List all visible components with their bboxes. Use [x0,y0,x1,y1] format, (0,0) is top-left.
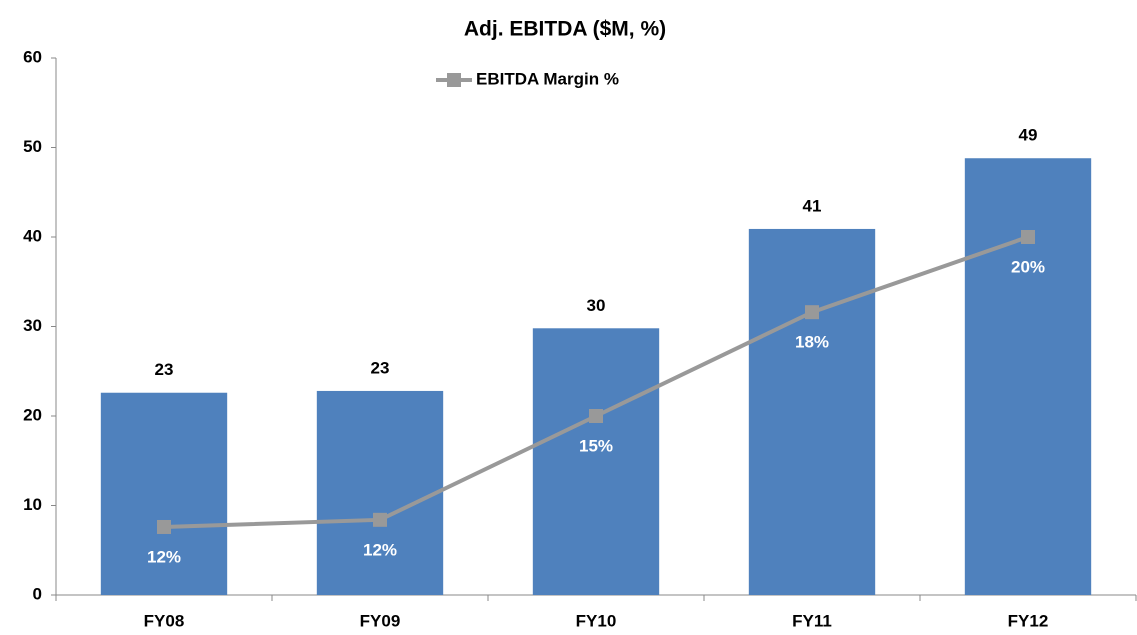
y-tick-label: 50 [23,137,42,156]
bar-value-label: 23 [155,360,174,379]
line-marker [589,409,603,423]
y-tick-label: 60 [23,47,42,66]
line-marker [157,519,171,534]
line-value-label: 12% [147,547,181,566]
x-tick-label: FY08 [144,611,185,630]
x-tick-label: FY09 [360,611,401,630]
bar [964,158,1092,596]
line-value-label: 20% [1011,257,1045,276]
y-tick-label: 30 [23,316,42,335]
x-tick-label: FY10 [576,611,617,630]
x-tick-label: FY11 [792,611,832,630]
bar [748,228,876,595]
bar-value-label: 23 [371,358,390,377]
line-marker [1021,230,1035,244]
line-marker [805,305,819,320]
line-value-label: 12% [363,540,397,559]
bar [316,390,444,595]
line-marker [373,512,387,527]
chart-title: Adj. EBITDA ($M, %) [464,18,666,41]
y-tick-label: 0 [33,584,42,603]
y-tick-label: 40 [23,226,42,245]
bar [532,328,660,595]
y-tick-label: 20 [23,405,42,424]
bar-value-label: 49 [1019,126,1038,145]
bar-value-label: 41 [803,196,822,215]
x-tick-label: FY12 [1008,611,1049,630]
line-value-label: 15% [579,436,613,455]
line-value-label: 18% [795,333,829,352]
bar [100,392,228,595]
bar-value-label: 30 [587,296,606,315]
legend-label: EBITDA Margin % [476,69,619,88]
y-tick-label: 10 [23,495,42,514]
legend-marker [447,73,461,87]
